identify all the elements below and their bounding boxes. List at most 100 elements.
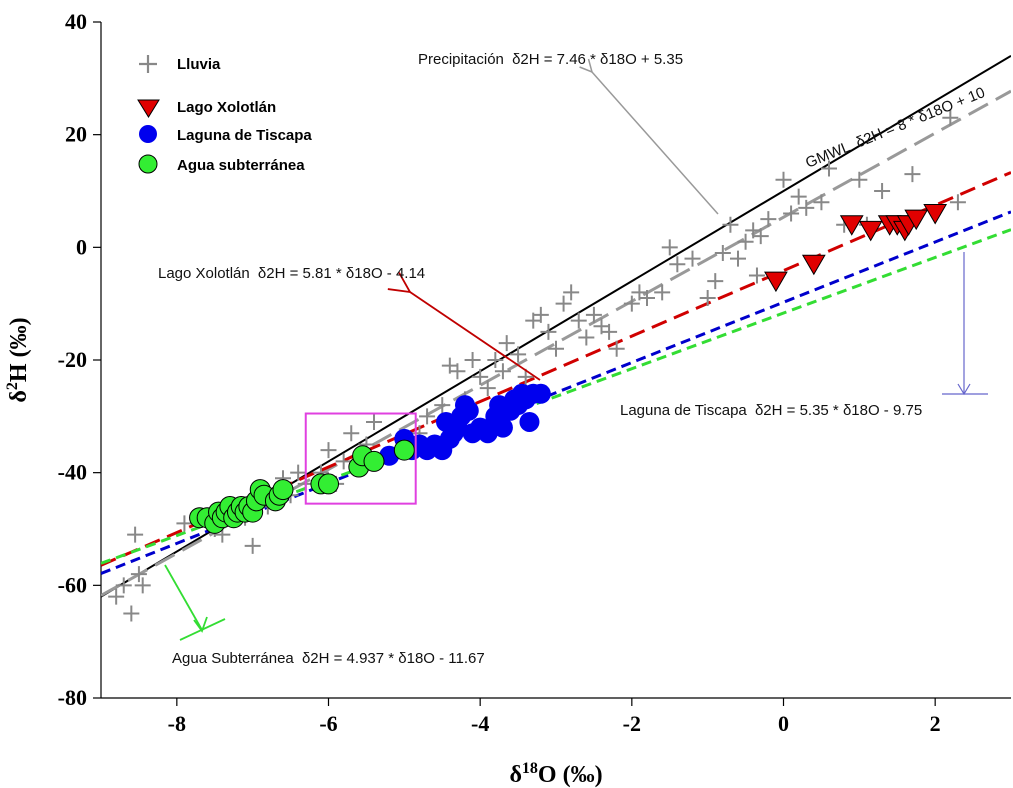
highlight-box	[304, 412, 417, 505]
tiscapa-equation: δ2H = 5.35 * δ18O - 9.75	[755, 402, 922, 419]
lluvia-point	[639, 290, 655, 307]
y-tick-label: -80	[58, 685, 87, 710]
legend-item-lluvia: Lluvia	[139, 55, 221, 73]
data-points	[108, 109, 966, 622]
x-tick-label: 0	[778, 711, 789, 736]
lluvia-point	[134, 577, 151, 594]
legend-item-laguna-tiscapa: Laguna de Tiscapa	[139, 125, 312, 144]
legend-circle-marker	[138, 154, 158, 174]
xolotlan-equation: δ2H = 5.81 * δ18O - 4.14	[258, 265, 425, 282]
lluvia-point	[127, 526, 144, 543]
agua-subterranea-point	[272, 479, 294, 501]
lluvia-point	[714, 244, 731, 261]
lluvia-point	[343, 425, 360, 442]
lago-xolotlan-point	[904, 209, 929, 231]
lluvia-point	[608, 340, 625, 357]
laguna-de-tiscapa-point	[492, 417, 513, 438]
lluvia-point	[798, 199, 815, 216]
lluvia-point	[108, 588, 125, 605]
subterranea-arrow	[164, 564, 203, 631]
lluvia-point	[684, 250, 701, 267]
legend-triangle-marker	[137, 99, 160, 118]
subterranea-label: Agua Subterránea	[172, 650, 294, 667]
lluvia-point	[699, 290, 716, 307]
lluvia-point	[494, 363, 511, 380]
lluvia-point	[517, 368, 534, 385]
lluvia-point	[783, 205, 800, 222]
lago-xolotlan-point	[801, 254, 826, 276]
lago-xolotlan-point	[923, 204, 948, 225]
lago-xolotlan-point	[839, 215, 864, 236]
lluvia-point	[510, 346, 527, 363]
laguna-de-tiscapa-point	[489, 395, 510, 416]
agua-subterranea-point	[363, 450, 385, 472]
tiscapa-annotation: Laguna de Tiscapa δ2H = 5.35 * δ18O - 9.…	[620, 402, 922, 419]
lluvia-point	[244, 537, 261, 554]
x-tick-label: -6	[319, 711, 337, 736]
x-tick-label: 2	[930, 711, 941, 736]
lluvia-point	[449, 363, 466, 380]
lluvia-point	[874, 183, 891, 199]
laguna-de-tiscapa-point	[458, 400, 479, 421]
subterranea-annotation: Agua Subterránea δ2H = 4.937 * δ18O - 11…	[172, 650, 485, 667]
lluvia-point	[661, 239, 678, 256]
agua-subterranea-point	[318, 473, 339, 495]
lluvia-point	[851, 171, 868, 188]
laguna-de-tiscapa-point	[477, 423, 498, 444]
lluvia-point	[775, 171, 792, 188]
lluvia-point	[366, 413, 382, 430]
y-tick-label: -20	[58, 347, 87, 372]
lluvia-point	[760, 211, 777, 228]
lluvia-point	[669, 256, 686, 273]
lluvia-point	[498, 335, 515, 352]
laguna-de-tiscapa-point	[530, 383, 551, 404]
y-axis-title: δ2H (‰)	[4, 317, 32, 402]
legend-label: Lago Xolotlán	[177, 99, 276, 116]
lluvia-point	[737, 233, 754, 250]
lluvia-point	[707, 273, 724, 290]
x-axis-title: δ18O (‰)	[509, 760, 602, 788]
xolotlan-label: Lago Xolotlán	[158, 265, 250, 282]
laguna-de-tiscapa-point	[436, 411, 457, 432]
xolotlan-arrow	[410, 292, 541, 381]
lluvia-point	[479, 380, 496, 397]
legend-circle-marker	[139, 125, 157, 143]
gmwl-label: GMWL	[803, 139, 852, 172]
annotation-arrows	[164, 72, 988, 641]
tiscapa-arrow-head	[957, 383, 971, 396]
legend: Lluvia Lago Xolotlán Laguna de Tiscapa A…	[137, 55, 312, 174]
lluvia-point	[821, 160, 837, 177]
lluvia-point	[532, 306, 549, 323]
y-tick-label: -60	[58, 572, 87, 597]
subterranea-arrow-head	[193, 616, 208, 633]
y-tick-label: 0	[76, 234, 87, 259]
lluvia-point	[540, 323, 557, 340]
plot-frame	[100, 22, 1011, 699]
lluvia-point	[654, 284, 671, 301]
tiscapa-label: Laguna de Tiscapa	[620, 402, 747, 419]
lluvia-point	[748, 267, 765, 284]
lluvia-point	[472, 368, 489, 385]
lluvia-point	[548, 340, 564, 357]
lluvia-point	[570, 312, 587, 329]
legend-label: Agua subterránea	[177, 157, 305, 174]
lluvia-point	[419, 408, 436, 425]
lago-xolotlan-point	[858, 220, 883, 242]
lluvia-point	[578, 329, 595, 346]
precip-annotation: Precipitación δ2H = 7.46 * δ18O + 5.35	[418, 51, 683, 68]
lluvia-point	[722, 216, 739, 233]
highlight-box-layer	[304, 412, 417, 505]
precip-arrow	[592, 72, 719, 215]
subterranea-equation: δ2H = 4.937 * δ18O - 11.67	[302, 650, 485, 667]
lluvia-point	[942, 109, 959, 126]
x-tick-label: -8	[168, 711, 186, 736]
y-tick-label: 40	[65, 9, 87, 34]
precip-equation: δ2H = 7.46 * δ18O + 5.35	[512, 51, 683, 68]
lluvia-point	[949, 194, 966, 211]
legend-label: Laguna de Tiscapa	[177, 127, 312, 144]
lluvia-point	[585, 306, 602, 323]
lluvia-point	[176, 515, 193, 532]
lluvia-point	[555, 295, 572, 312]
y-tick-label: 20	[65, 122, 87, 147]
